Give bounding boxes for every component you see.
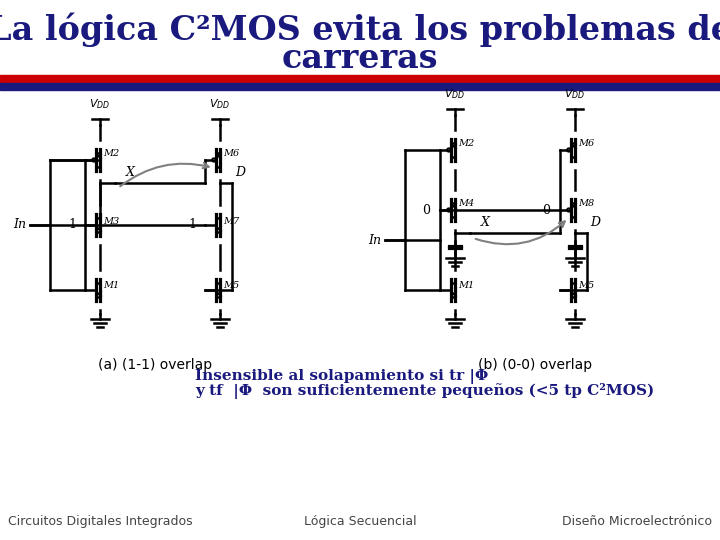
Text: 0: 0 <box>422 204 430 217</box>
Text: M2: M2 <box>103 150 120 159</box>
Text: X: X <box>125 166 135 179</box>
Text: Insensible al solapamiento si tr |Φ: Insensible al solapamiento si tr |Φ <box>195 369 488 384</box>
Text: M3: M3 <box>103 217 120 226</box>
Text: M7: M7 <box>223 217 239 226</box>
Text: M1: M1 <box>103 281 120 291</box>
Text: (b) (0-0) overlap: (b) (0-0) overlap <box>478 358 592 372</box>
Bar <box>0 75 720 83</box>
Text: In: In <box>368 233 381 246</box>
Text: M4: M4 <box>458 199 474 208</box>
Text: M5: M5 <box>223 281 239 291</box>
Text: La lógica C²MOS evita los problemas de: La lógica C²MOS evita los problemas de <box>0 13 720 47</box>
Text: $V_{DD}$: $V_{DD}$ <box>89 97 111 111</box>
Text: D: D <box>590 216 600 229</box>
Text: 1: 1 <box>189 219 197 232</box>
Text: D: D <box>235 166 245 179</box>
Text: M5: M5 <box>578 281 594 291</box>
Text: y tf  |Φ  son suficientemente pequeños (<5 tp C²MOS): y tf |Φ son suficientemente pequeños (<5… <box>195 383 654 399</box>
Text: M6: M6 <box>578 139 594 148</box>
Text: Circuitos Digitales Integrados: Circuitos Digitales Integrados <box>8 515 193 528</box>
Text: 1: 1 <box>69 219 77 232</box>
Text: In: In <box>13 219 26 232</box>
Text: M1: M1 <box>458 281 474 291</box>
Text: $V_{DD}$: $V_{DD}$ <box>444 87 466 101</box>
Text: $V_{DD}$: $V_{DD}$ <box>564 87 585 101</box>
Bar <box>0 83 720 90</box>
Text: carreras: carreras <box>282 42 438 75</box>
Text: M2: M2 <box>458 139 474 148</box>
Text: X: X <box>480 216 490 229</box>
Text: M6: M6 <box>223 150 239 159</box>
Text: (a) (1-1) overlap: (a) (1-1) overlap <box>98 358 212 372</box>
Text: 0: 0 <box>542 204 550 217</box>
Text: M8: M8 <box>578 199 594 208</box>
Text: Diseño Microelectrónico: Diseño Microelectrónico <box>562 515 712 528</box>
Text: Lógica Secuencial: Lógica Secuencial <box>304 515 416 528</box>
Text: $V_{DD}$: $V_{DD}$ <box>210 97 230 111</box>
